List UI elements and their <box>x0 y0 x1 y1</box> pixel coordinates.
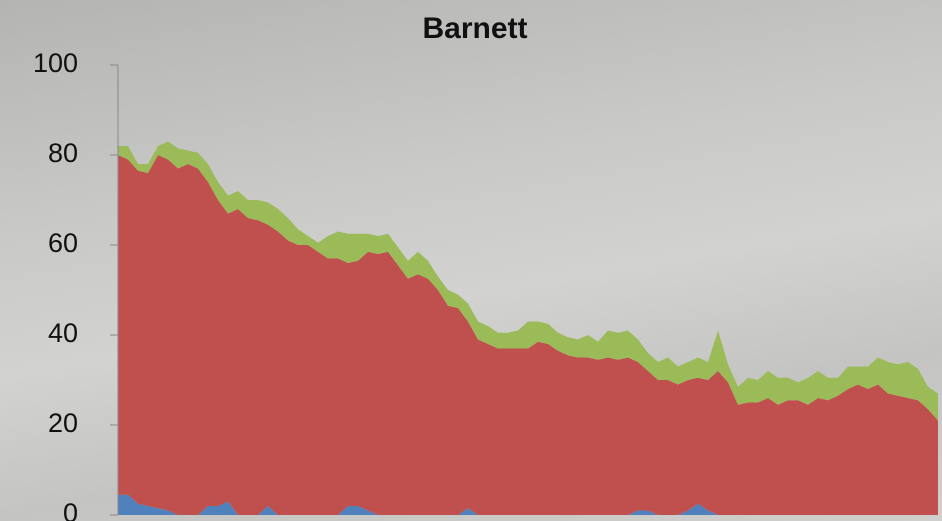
area <box>118 155 938 515</box>
y-tick-label: 20 <box>48 408 78 438</box>
y-tick-label: 100 <box>33 48 78 78</box>
y-tick-label: 80 <box>48 138 78 168</box>
area <box>118 141 938 421</box>
chart-title: Barnett <box>422 12 527 45</box>
y-tick-label: 60 <box>48 228 78 258</box>
y-tick-label: 40 <box>48 318 78 348</box>
y-tick-label: 0 <box>63 498 78 521</box>
